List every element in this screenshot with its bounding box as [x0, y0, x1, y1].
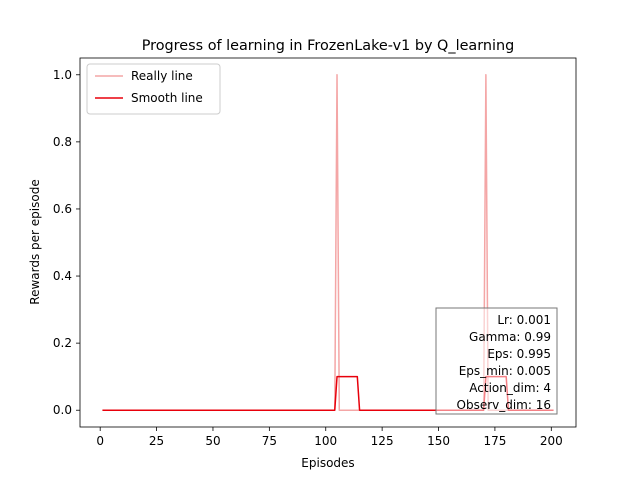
y-tick-label: 0.0: [53, 403, 72, 417]
y-tick-label: 0.2: [53, 336, 72, 350]
chart-title: Progress of learning in FrozenLake-v1 by…: [142, 38, 515, 54]
x-tick-label: 0: [96, 434, 104, 448]
info-box-line: Action_dim: 4: [469, 381, 551, 395]
x-tick-label: 75: [262, 434, 277, 448]
info-box-line: Observ_dim: 16: [457, 398, 552, 412]
axes-frame: [79, 57, 577, 428]
info-box-line: Eps_min: 0.005: [459, 364, 551, 378]
plot-area: 0 25 50 75 100 125 150 175 200 0.0 0.2 0.4 0.6 0.8 1.0…: [53, 57, 577, 448]
y-tick-label: 0.6: [53, 202, 72, 216]
info-box-line: Lr: 0.001: [497, 313, 551, 327]
y-tick-label: 0.8: [53, 135, 72, 149]
y-axis-label: Rewards per episode: [28, 179, 42, 304]
y-tick-label: 1.0: [53, 68, 72, 82]
x-axis-label: Episodes: [301, 456, 354, 470]
x-tick-label: 150: [427, 434, 450, 448]
x-tick-label: 100: [314, 434, 337, 448]
x-tick-label: 175: [483, 434, 506, 448]
x-tick-label: 125: [371, 434, 394, 448]
info-box: Lr: 0.001 Gamma: 0.99 Eps: 0.995 Eps_min: 0…: [435, 307, 558, 415]
x-tick-label: 50: [205, 434, 220, 448]
info-box-line: Eps: 0.995: [487, 347, 551, 361]
x-tick-label: 25: [149, 434, 164, 448]
legend-label: Really line: [131, 69, 193, 83]
x-tick-label: 200: [540, 434, 563, 448]
legend-label: Smooth line: [131, 91, 203, 105]
info-box-line: Gamma: 0.99: [469, 330, 551, 344]
y-tick-label: 0.4: [53, 269, 72, 283]
legend: Really line Smooth line: [86, 63, 221, 115]
info-box-frame: [435, 307, 558, 415]
